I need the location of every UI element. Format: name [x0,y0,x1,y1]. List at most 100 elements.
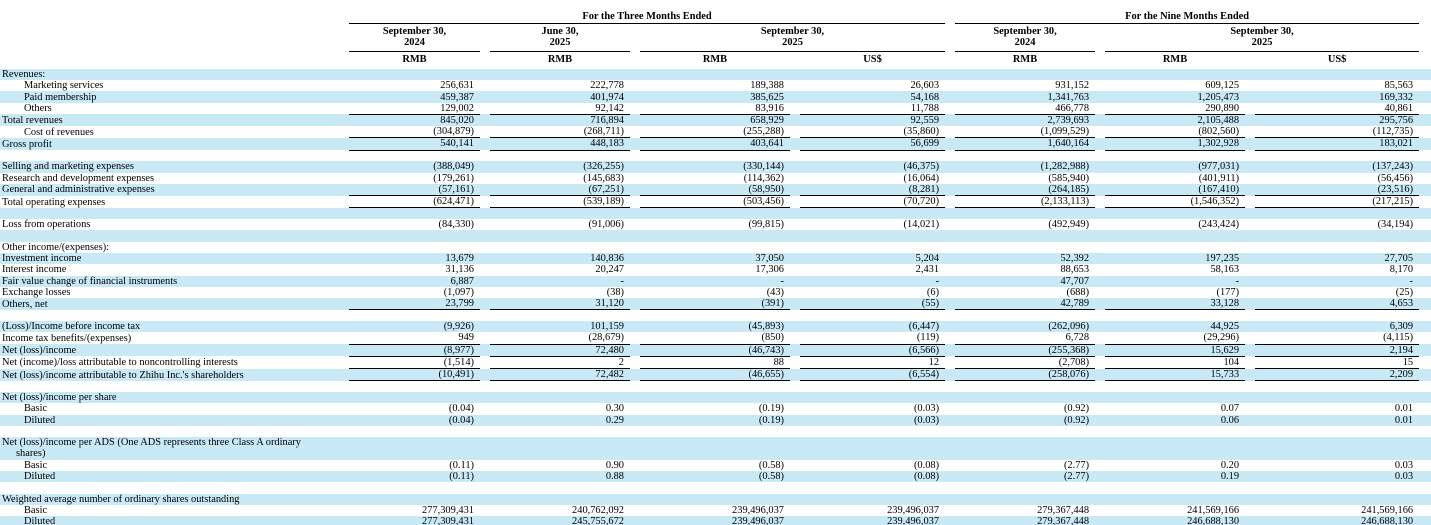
cell-value: 183,021 [1255,137,1420,151]
cell-value: 54,168 [910,91,940,103]
cell-value [349,230,480,241]
column-gap [790,437,800,459]
column-gap [1095,126,1105,138]
row-label: Loss from operations [2,219,91,231]
cell-value: (0.58) [758,459,784,471]
row-label: Interest income [2,264,67,276]
cell-value: 2 [490,356,630,370]
column-gap [480,103,490,115]
cell-value: (802,560) [1105,126,1246,139]
column-gap [790,114,800,126]
column-gap [630,126,640,138]
cell-value: 1,640,164 [955,137,1096,151]
cell-value [640,230,790,241]
table-row: Net (loss)/income attributable to Zhihu … [0,368,1431,382]
cell-value: (0.03) [913,414,940,426]
row-label: General and administrative expenses [2,184,155,196]
column-gap [945,437,955,459]
column-gap [630,91,640,102]
unit-col-7: US$ [1327,53,1347,65]
row-label [0,426,345,437]
cell-value: (4,115) [1255,332,1420,345]
cell-value [800,482,945,493]
column-gap [945,356,955,368]
table-row: Others, net 23,799 31,120 (391) (55) 42,789 33… [0,298,1431,311]
cell-value: 4,653 [1255,298,1420,311]
column-gap [1095,264,1105,275]
period-line1: September 30, [760,26,825,38]
column-gap [480,426,490,437]
cell-value: (1,282,988) [1040,161,1090,173]
cell-value: 845,020 [440,114,474,126]
table-row: Cost of revenues (304,879) (268,711) (255,2… [0,126,1431,139]
column-gap [945,287,955,298]
column-gap [945,310,955,321]
column-gap [790,208,800,219]
cell-value [800,150,945,161]
row-label: Basic [24,504,48,516]
right-margin [1419,138,1431,150]
cell-value: (624,471) [349,195,480,209]
column-gap [480,344,490,356]
cell-value [640,69,790,80]
cell-value: 15,733 [1105,368,1246,382]
cell-value [1255,381,1419,392]
table-row: Basic (0.04) 0.30 (0.19) (0.03) (0.92) 0.07 0.0… [0,403,1431,414]
column-gap [480,332,490,344]
cell-value: 129,002 [349,102,480,115]
cell-value: 949 [349,332,480,345]
cell-value: (70,720) [800,195,946,209]
right-margin [1419,114,1431,126]
right-margin [1419,415,1431,426]
right-margin [1419,126,1431,138]
cell-value: 0.88 [605,471,624,483]
column-gap [630,242,640,253]
column-gap [945,369,955,381]
period-9m-sep-2024: September 30, 2024 [955,23,1096,52]
column-gap [480,230,490,241]
right-margin [1419,242,1431,253]
cell-value [490,150,630,161]
right-margin [1419,505,1431,516]
column-gap [1245,426,1255,437]
cell-value: (1,097) [443,286,474,298]
row-label [0,230,345,241]
column-gap [1095,505,1105,516]
cell-value: (167,410) [1105,183,1246,197]
cell-value: (1,099,529) [955,126,1096,139]
cell-value: 0.20 [1220,459,1240,471]
cell-value: 0.03 [1394,459,1414,471]
column-gap [945,494,955,505]
right-margin [1419,196,1431,208]
column-gap [945,150,955,161]
row-label: Weighted average number of ordinary shar… [2,493,240,505]
cell-value [800,242,945,253]
column-gap [1095,103,1105,115]
cell-value: 239,496,037 [732,516,784,525]
cell-value: (84,330) [438,219,475,231]
column-gap [945,264,955,275]
right-margin [1419,91,1431,102]
column-gap [1245,150,1255,161]
period-line1: September 30, [993,26,1057,38]
column-gap [630,415,640,426]
period-3m-sep-2025: September 30, 2025 [640,23,946,52]
column-gap [1095,138,1105,150]
period-line1: June 30, [541,26,579,38]
cell-value: 72,482 [490,368,630,382]
period-line2: 2025 [549,37,571,49]
cell-value [490,242,630,253]
cell-value: 609,125 [1205,80,1240,92]
cell-value [349,392,480,403]
column-gap [1245,321,1255,332]
column-gap [790,253,800,264]
right-margin [1419,494,1431,505]
column-gap [480,150,490,161]
cell-value: (2,708) [955,356,1096,370]
cell-value: 33,128 [1105,298,1246,311]
spacer-row [0,310,1431,321]
right-margin [1419,344,1431,356]
column-gap [480,482,490,493]
cell-value: (326,255) [583,161,624,173]
column-gap [1095,494,1105,505]
